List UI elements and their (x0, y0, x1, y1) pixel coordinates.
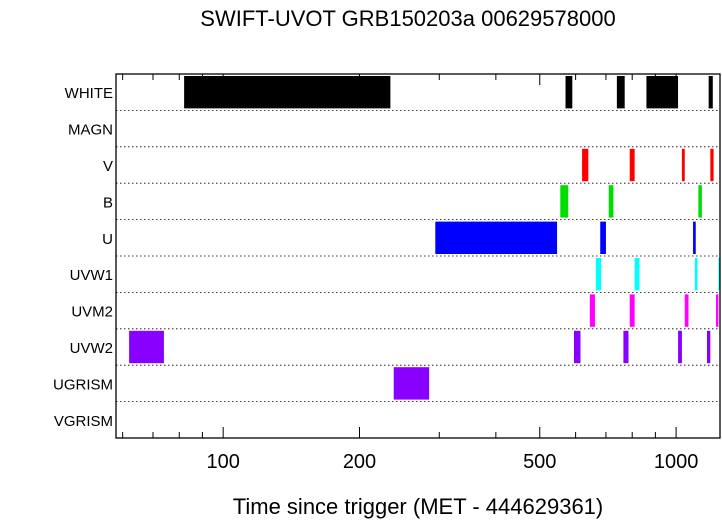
exposure-bar-v (629, 148, 635, 182)
exposure-bar-white (616, 76, 625, 109)
x-axis-ticks: 100 200 500 1000 (122, 74, 699, 473)
exposure-bar-uvw2 (678, 330, 682, 364)
exposure-bar-b (608, 185, 614, 218)
x-tick-label: 200 (343, 451, 376, 473)
plot-frame (115, 73, 721, 439)
exposure-bar-u (693, 221, 696, 254)
exposure-bar-ugrism (393, 367, 430, 400)
filter-labels: WHITE MAGN V B U UVW1 UVM2 UVW2 UGRISM VGRISM (53, 85, 113, 430)
filter-label: UVW1 (70, 267, 113, 284)
exposure-bar-uvw1 (634, 258, 640, 291)
exposure-bar-uvm2 (716, 294, 719, 327)
filter-label: U (102, 231, 113, 248)
exposure-bar-uvw2 (706, 330, 711, 364)
exposure-bar-u (600, 221, 606, 254)
exposure-bar-uvm2 (589, 294, 595, 327)
filter-label: UVM2 (71, 304, 113, 321)
exposure-bar-v (681, 148, 685, 182)
exposure-bar-b (560, 185, 569, 218)
exposure-bar-uvw2 (129, 330, 164, 364)
x-axis-label: Time since trigger (MET - 444629361) (233, 494, 604, 519)
filter-label: B (103, 194, 113, 211)
exposure-bar-uvw1 (718, 258, 720, 291)
filter-label: VGRISM (54, 413, 113, 430)
x-tick-label: 1000 (654, 451, 699, 473)
filter-label: UGRISM (53, 376, 113, 393)
filter-label: V (103, 158, 113, 175)
exposure-bar-uvm2 (684, 294, 689, 327)
chart-title: SWIFT-UVOT GRB150203a 00629578000 (200, 6, 615, 31)
exposure-bar-white (565, 76, 573, 109)
exposure-bar-v (710, 148, 714, 182)
exposure-bar-uvw1 (694, 258, 698, 291)
exposure-bar-white (646, 76, 679, 109)
exposure-bar-uvw1 (595, 258, 602, 291)
exposure-bar-u (435, 221, 558, 254)
exposure-bar-b (698, 185, 702, 218)
x-tick-label: 100 (206, 451, 239, 473)
row-separators (116, 110, 720, 403)
exposure-bar-uvm2 (629, 294, 635, 327)
filter-label: WHITE (65, 85, 113, 102)
filter-label: UVW2 (70, 340, 113, 357)
exposure-bar-white (184, 76, 391, 109)
exposure-bar-v (582, 148, 589, 182)
exposure-bar-uvw2 (573, 330, 581, 364)
x-tick-label: 500 (523, 451, 556, 473)
filter-label: MAGN (68, 122, 113, 139)
exposure-bar-white (708, 76, 713, 109)
exposure-bar-uvw2 (623, 330, 629, 364)
exposure-bars (129, 76, 720, 400)
